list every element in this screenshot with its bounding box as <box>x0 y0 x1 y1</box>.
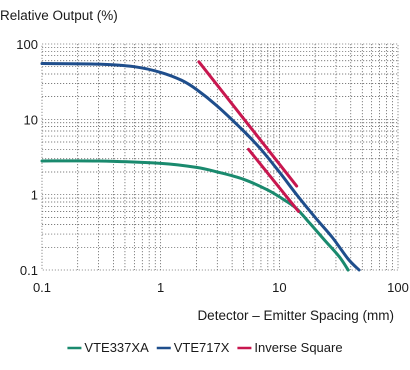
series-line-inverse-square <box>197 60 299 188</box>
y-tick-label: 0.1 <box>20 263 38 278</box>
plot-border <box>41 43 399 271</box>
series-line-inverse-square <box>247 147 300 213</box>
series-line-vte337xa <box>40 159 350 272</box>
series-lines <box>40 60 361 272</box>
x-tick-label: 1 <box>157 280 164 295</box>
legend-label: Inverse Square <box>254 340 342 355</box>
x-tick-label: 100 <box>387 280 409 295</box>
y-tick-labels: 0.1 1 10 100 <box>16 37 38 278</box>
y-tick-label: 100 <box>16 37 38 52</box>
legend-item: VTE717X <box>156 340 230 355</box>
series-line-vte717x <box>40 62 361 272</box>
x-axis-title: Detector – Emitter Spacing (mm) <box>197 308 394 323</box>
x-tick-labels: 0.1 1 10 100 <box>33 280 409 295</box>
x-tick-label: 10 <box>272 280 286 295</box>
legend-item: Inverse Square <box>237 340 343 355</box>
plot-frame <box>41 43 399 271</box>
legend-label: VTE717X <box>174 340 230 355</box>
x-tick-label: 0.1 <box>33 280 51 295</box>
y-tick-label: 10 <box>24 112 38 127</box>
legend: VTE337XA VTE717X Inverse Square <box>67 340 343 355</box>
legend-item: VTE337XA <box>67 340 149 355</box>
legend-label: VTE337XA <box>84 340 149 355</box>
grid <box>42 44 398 270</box>
y-tick-label: 1 <box>31 188 38 203</box>
y-axis-title: Relative Output (%) <box>0 8 118 23</box>
